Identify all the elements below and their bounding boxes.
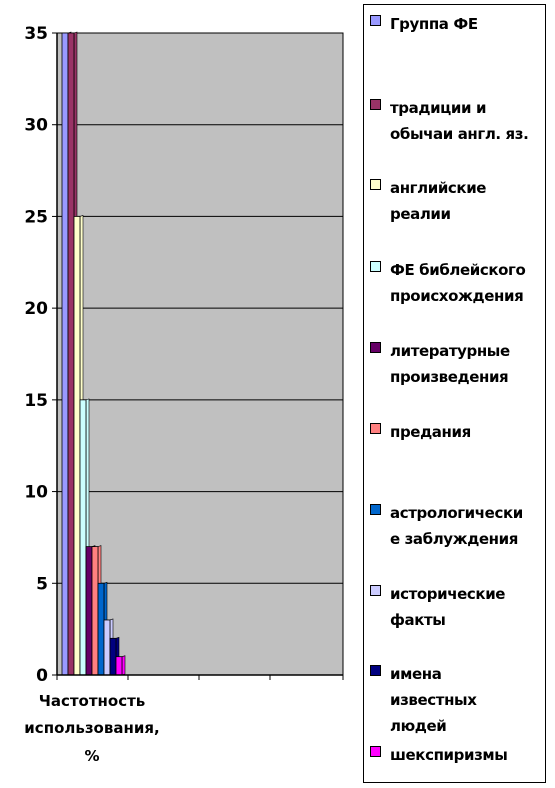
y-tick-label: 10: [24, 483, 48, 503]
bar: [109, 637, 117, 676]
legend-label-line: шекспиризмы: [390, 746, 508, 764]
legend-label-line: известных: [390, 691, 477, 709]
legend-label-line: произведения: [390, 368, 509, 386]
bar: [79, 399, 87, 676]
legend: Группа ФЕ традиции и обычаи англ. яз. англи…: [363, 4, 546, 783]
legend-label-line: людей: [390, 717, 447, 735]
y-tick-label: 30: [24, 116, 48, 136]
bars: [61, 31, 126, 676]
legend-label-line: факты: [390, 611, 446, 629]
legend-label-line: имена: [390, 665, 442, 683]
legend-label: Группа ФЕ: [390, 11, 550, 37]
bar: [97, 582, 105, 676]
bar: [61, 32, 69, 676]
legend-label-line: исторические: [390, 585, 506, 603]
bar-side: [121, 655, 126, 676]
legend-label-line: реалии: [390, 205, 451, 223]
legend-label-line: английские: [390, 179, 487, 197]
y-tick-label: 25: [24, 207, 48, 227]
y-tick-label: 15: [24, 391, 48, 411]
legend-label: шекспиризмы: [390, 742, 550, 768]
plot-area: [56, 32, 344, 676]
legend-label-line: обычаи англ. яз.: [390, 125, 529, 143]
legend-label: астрологически е заблуждения: [390, 500, 550, 552]
axes: [52, 32, 344, 680]
legend-label-line: традиции и: [390, 99, 487, 117]
legend-label: английские реалии: [390, 175, 550, 227]
legend-swatch: [370, 423, 381, 434]
bar: [103, 619, 111, 676]
legend-swatch: [370, 746, 381, 757]
bar: [91, 546, 99, 676]
legend-label-line: е заблуждения: [390, 530, 518, 548]
y-tick-label: 0: [36, 666, 48, 686]
legend-label: исторические факты: [390, 581, 550, 633]
legend-swatch: [370, 99, 381, 110]
legend-label-line: ФЕ библейского: [390, 261, 526, 279]
legend-swatch: [370, 261, 381, 272]
bar: [115, 656, 123, 676]
legend-label: предания: [390, 419, 550, 445]
legend-label: ФЕ библейского происхождения: [390, 257, 550, 309]
legend-swatch: [370, 504, 381, 515]
legend-label-line: астрологически: [390, 504, 523, 522]
category-label-line: использования,: [24, 719, 159, 737]
bar: [85, 546, 93, 676]
bar: [73, 216, 81, 676]
y-tick-labels: 0 5 10 15 20 25 30 35: [24, 24, 48, 686]
legend-label: традиции и обычаи англ. яз.: [390, 95, 550, 147]
legend-label-line: Группа ФЕ: [390, 15, 478, 33]
y-tick-label: 20: [24, 299, 48, 319]
category-label-line: Частотность: [39, 692, 146, 710]
legend-swatch: [370, 342, 381, 353]
legend-label-line: происхождения: [390, 287, 524, 305]
legend-swatch: [370, 179, 381, 190]
bar: [67, 32, 75, 676]
legend-label: литературные произведения: [390, 338, 550, 390]
legend-label-line: предания: [390, 423, 471, 441]
legend-swatch: [370, 665, 381, 676]
y-tick-label: 35: [24, 24, 48, 44]
category-label-line: %: [84, 747, 99, 765]
y-tick-label: 5: [36, 574, 48, 594]
legend-swatch: [370, 15, 381, 26]
legend-swatch: [370, 585, 381, 596]
category-label: Частотность использования,%: [24, 692, 159, 765]
legend-label-line: литературные: [390, 342, 510, 360]
legend-label: имена известных людей: [390, 661, 550, 739]
